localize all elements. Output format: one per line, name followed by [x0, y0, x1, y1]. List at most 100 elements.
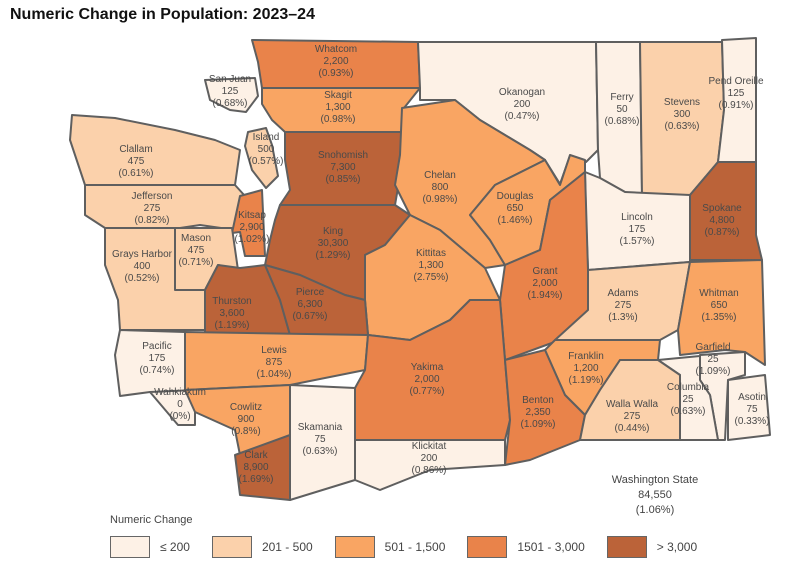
county-value: 275 — [624, 411, 641, 422]
county-label-jefferson: Jefferson 275 (0.82%) — [132, 191, 173, 226]
county-value: 300 — [674, 109, 691, 120]
county-value: 175 — [629, 224, 646, 235]
county-pct: (0.71%) — [178, 257, 213, 268]
county-value: 2,900 — [239, 222, 264, 233]
county-value: 25 — [682, 394, 694, 405]
county-label-mason: Mason 475 (0.71%) — [178, 233, 213, 268]
county-pct: (0.57%) — [248, 156, 283, 167]
county-pct: (1.04%) — [256, 369, 291, 380]
county-value: 650 — [711, 300, 728, 311]
county-pierce — [264, 264, 369, 336]
county-name: Skagit — [324, 90, 352, 101]
county-value: 50 — [616, 104, 628, 115]
county-name: Pend Oreille — [708, 76, 763, 87]
map-title: Numeric Change in Population: 2023–24 — [10, 6, 315, 23]
county-label-okanogan: Okanogan 200 (0.47%) — [499, 87, 545, 122]
county-pct: (2.75%) — [413, 272, 448, 283]
county-pct: (0.52%) — [124, 273, 159, 284]
county-label-grays-harbor: Grays Harbor 400 (0.52%) — [112, 249, 173, 284]
county-label-cowlitz: Cowlitz 900 (0.8%) — [230, 402, 262, 437]
county-pct: (0.63%) — [664, 121, 699, 132]
county-value: 4,800 — [709, 215, 734, 226]
county-pct: (0.98%) — [320, 114, 355, 125]
county-label-stevens: Stevens 300 (0.63%) — [664, 97, 700, 132]
county-pct: (0.44%) — [614, 423, 649, 434]
county-name: Walla Walla — [606, 399, 658, 410]
county-value: 1,200 — [573, 363, 598, 374]
county-label-whatcom: Whatcom 2,200 (0.93%) — [315, 44, 357, 79]
county-pct: (1.09%) — [695, 366, 730, 377]
legend-swatch — [110, 536, 150, 558]
county-clallam — [69, 114, 241, 186]
county-label-thurston: Thurston 3,600 (1.19%) — [212, 296, 251, 331]
county-label-asotin: Asotin 75 (0.33%) — [734, 392, 769, 427]
county-value: 1,300 — [418, 260, 443, 271]
county-jefferson — [84, 184, 246, 231]
county-name: Chelan — [424, 170, 456, 181]
county-value: 75 — [314, 434, 326, 445]
county-value: 3,600 — [219, 308, 244, 319]
county-name: Garfield — [695, 342, 730, 353]
county-label-whitman: Whitman 650 (1.35%) — [699, 288, 738, 323]
county-label-wahkiakum: Wahkiakum 0 (0%) — [154, 387, 206, 422]
county-name: Snohomish — [318, 150, 368, 161]
county-pct: (1.19%) — [568, 375, 603, 386]
county-pct: (1.57%) — [619, 236, 654, 247]
county-pct: (1.19%) — [214, 320, 249, 331]
county-value: 2,350 — [525, 407, 550, 418]
county-name: Grays Harbor — [112, 249, 173, 260]
legend-swatch — [211, 536, 252, 558]
county-label-pend-oreille: Pend Oreille 125 (0.91%) — [708, 76, 763, 111]
county-name: Wahkiakum — [154, 387, 206, 398]
county-name: Kittitas — [416, 248, 446, 259]
county-name: Thurston — [212, 296, 251, 307]
county-label-island: Island 500 (0.57%) — [248, 132, 283, 167]
county-label-king: King 30,300 (1.29%) — [315, 226, 350, 261]
county-value: 200 — [421, 453, 438, 464]
county-pct: (0.63%) — [302, 446, 337, 457]
state-total: Washington State 84,550 (1.06%) — [600, 473, 710, 518]
legend: ≤ 200 201 - 500 501 - 1,500 1501 - 3,000… — [110, 536, 719, 558]
county-value: 650 — [507, 203, 524, 214]
county-label-douglas: Douglas 650 (1.46%) — [497, 191, 534, 226]
county-island — [244, 127, 279, 189]
county-name: Klickitat — [412, 441, 447, 452]
state-value: 84,550 — [638, 489, 672, 501]
state-name: Washington State — [611, 474, 699, 486]
county-whitman — [677, 259, 766, 366]
legend-label: ≤ 200 — [160, 540, 190, 554]
county-pct: (0.98%) — [422, 194, 457, 205]
legend-title: Numeric Change — [110, 514, 193, 526]
county-shapes — [69, 37, 771, 501]
county-pct: (1.69%) — [238, 474, 273, 485]
county-value: 275 — [615, 300, 632, 311]
county-name: Columbia — [667, 382, 710, 393]
county-pct: (0.82%) — [134, 215, 169, 226]
county-san-juan — [204, 77, 259, 113]
county-label-garfield: Garfield 25 (1.09%) — [695, 342, 730, 377]
legend-swatch — [467, 536, 508, 558]
county-pct: (0.93%) — [318, 68, 353, 79]
county-label-lewis: Lewis 875 (1.04%) — [256, 345, 291, 380]
county-name: Pierce — [296, 287, 325, 298]
county-pct: (1.3%) — [608, 312, 637, 323]
county-pct: (0.61%) — [118, 168, 153, 179]
county-pct: (1.29%) — [315, 250, 350, 261]
county-name: Benton — [522, 395, 554, 406]
county-pct: (0.8%) — [231, 426, 260, 437]
county-name: Yakima — [411, 362, 444, 373]
county-label-spokane: Spokane 4,800 (0.87%) — [702, 203, 742, 238]
county-name: Kitsap — [238, 210, 266, 221]
county-walla-walla — [579, 359, 681, 441]
county-name: Whatcom — [315, 44, 357, 55]
county-value: 2,000 — [532, 278, 557, 289]
county-value: 6,300 — [297, 299, 322, 310]
county-value: 7,300 — [330, 162, 355, 173]
legend-item: > 3,000 — [606, 536, 697, 558]
county-name: Lewis — [261, 345, 287, 356]
county-name: King — [323, 226, 343, 237]
county-name: Franklin — [568, 351, 604, 362]
county-name: Island — [253, 132, 280, 143]
legend-label: 201 - 500 — [261, 540, 313, 554]
